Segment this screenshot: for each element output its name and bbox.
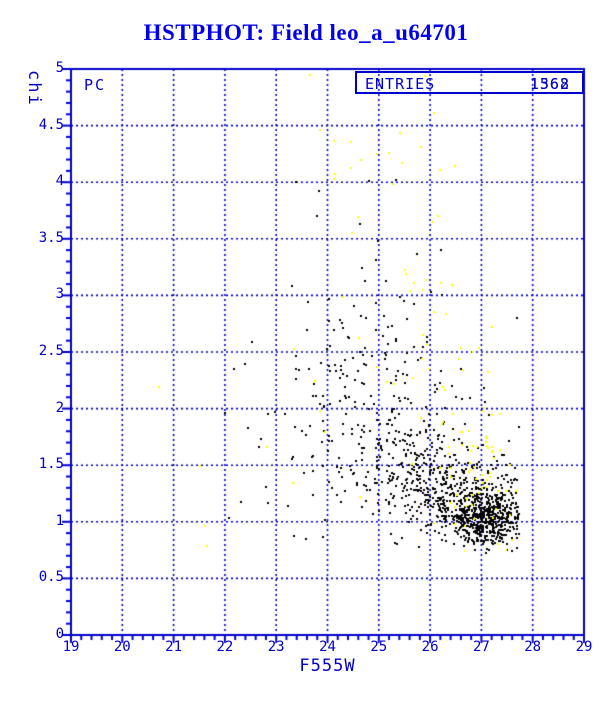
x-tick-label: 27 [472, 639, 490, 655]
x-tick-label: 25 [370, 639, 388, 655]
y-tick-label: 3 [55, 286, 64, 303]
y-tick-label: 2.5 [38, 343, 64, 359]
x-tick-label: 24 [319, 639, 336, 655]
x-tick-label: 23 [267, 639, 285, 655]
x-tick-label: 26 [421, 639, 439, 655]
y-tick-label: 1 [55, 512, 64, 529]
x-tick-label: 19 [62, 639, 80, 655]
x-tick-label: 21 [165, 639, 183, 655]
entries-count-overprint-1: 1368 [529, 75, 570, 93]
x-tick-label: 28 [524, 639, 542, 655]
y-tick-label: 4 [55, 173, 64, 190]
entries-label: ENTRIES [365, 75, 436, 93]
entries-count-overprint-2: 1562 [529, 75, 570, 93]
y-tick-label: 2 [55, 399, 64, 416]
entries-box: ENTRIES 1368 1562 [355, 71, 584, 94]
detector-chip-label: PC [84, 76, 107, 94]
x-tick-label: 22 [216, 639, 234, 655]
y-tick-label: 5 [55, 60, 64, 76]
y-tick-label: 0.5 [38, 569, 64, 586]
x-tick-label: 20 [113, 639, 131, 655]
y-tick-label: 0 [55, 626, 64, 642]
y-tick-label: 3.5 [38, 229, 64, 246]
y-tick-label: 1.5 [38, 456, 64, 473]
x-tick-label: 29 [575, 639, 593, 655]
x-axis-label: F555W [299, 656, 356, 676]
y-tick-label: 4.5 [38, 116, 64, 133]
